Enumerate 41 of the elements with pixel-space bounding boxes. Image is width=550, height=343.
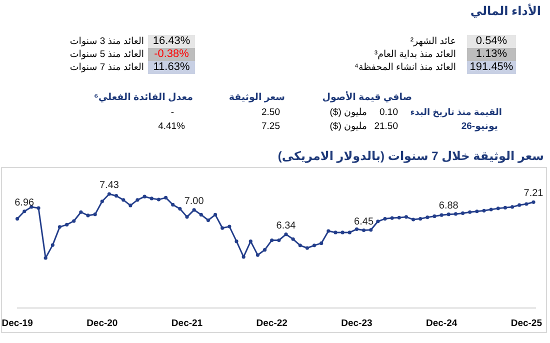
x-tick-label: Dec-21 <box>171 318 204 329</box>
text: الأداء المالي <box>470 4 541 18</box>
text: سعر الوثيقة <box>228 91 285 104</box>
text: 4.41% <box>158 120 185 133</box>
text: معدل الفائدة الفعلي⁶ <box>94 91 193 104</box>
text: العائد منذ 5 سنوات <box>70 48 144 61</box>
text: 0.10 <box>380 106 398 119</box>
text: 7.25 <box>262 120 280 133</box>
data-label: 6.45 <box>354 216 374 228</box>
x-tick-label: Dec-20 <box>86 318 118 329</box>
data-label: 6.34 <box>276 220 296 232</box>
x-tick-label: Dec-25 <box>510 318 543 329</box>
x-tick-label: Dec-24 <box>426 318 458 329</box>
text: عائد الشهر² <box>410 35 456 48</box>
text: - <box>170 106 174 119</box>
x-tick-label: Dec-22 <box>256 318 288 329</box>
data-label: 6.88 <box>438 200 459 212</box>
text: العائد منذ بداية العام³ <box>374 48 456 61</box>
text: 2.50 <box>262 106 280 119</box>
text: 1.13% <box>467 48 516 61</box>
data-label: 6.96 <box>14 197 35 208</box>
text: 0.54% <box>467 35 516 48</box>
text: القيمة منذ تاريخ البدء <box>410 106 502 119</box>
text: 191.45% <box>467 61 516 74</box>
data-label: 7.21 <box>524 188 544 200</box>
text: 16.43% <box>148 35 195 48</box>
text: العائد منذ 3 سنوات <box>70 35 144 48</box>
text: صافي قيمة الأصول <box>322 91 412 104</box>
text: يونيو-26 <box>461 120 498 133</box>
x-tick-label: Dec-23 <box>341 318 372 329</box>
text: 21.50 <box>374 120 398 133</box>
chart-title: سعر الوثيقة خلال 7 سنوات (بالدولار الامريكى) <box>278 149 544 163</box>
data-label: 7.43 <box>99 180 120 191</box>
text: -0.38% <box>148 48 195 61</box>
text: مليون ($) <box>330 120 367 133</box>
data-label: 7.00 <box>184 196 204 207</box>
text: العائد منذ انشاء المحفظة⁴ <box>354 61 456 74</box>
text: 11.63% <box>148 61 195 74</box>
text: مليون ($) <box>330 106 367 119</box>
x-tick-label: Dec-19 <box>2 318 33 329</box>
text: العائد منذ 7 سنوات <box>70 61 144 74</box>
